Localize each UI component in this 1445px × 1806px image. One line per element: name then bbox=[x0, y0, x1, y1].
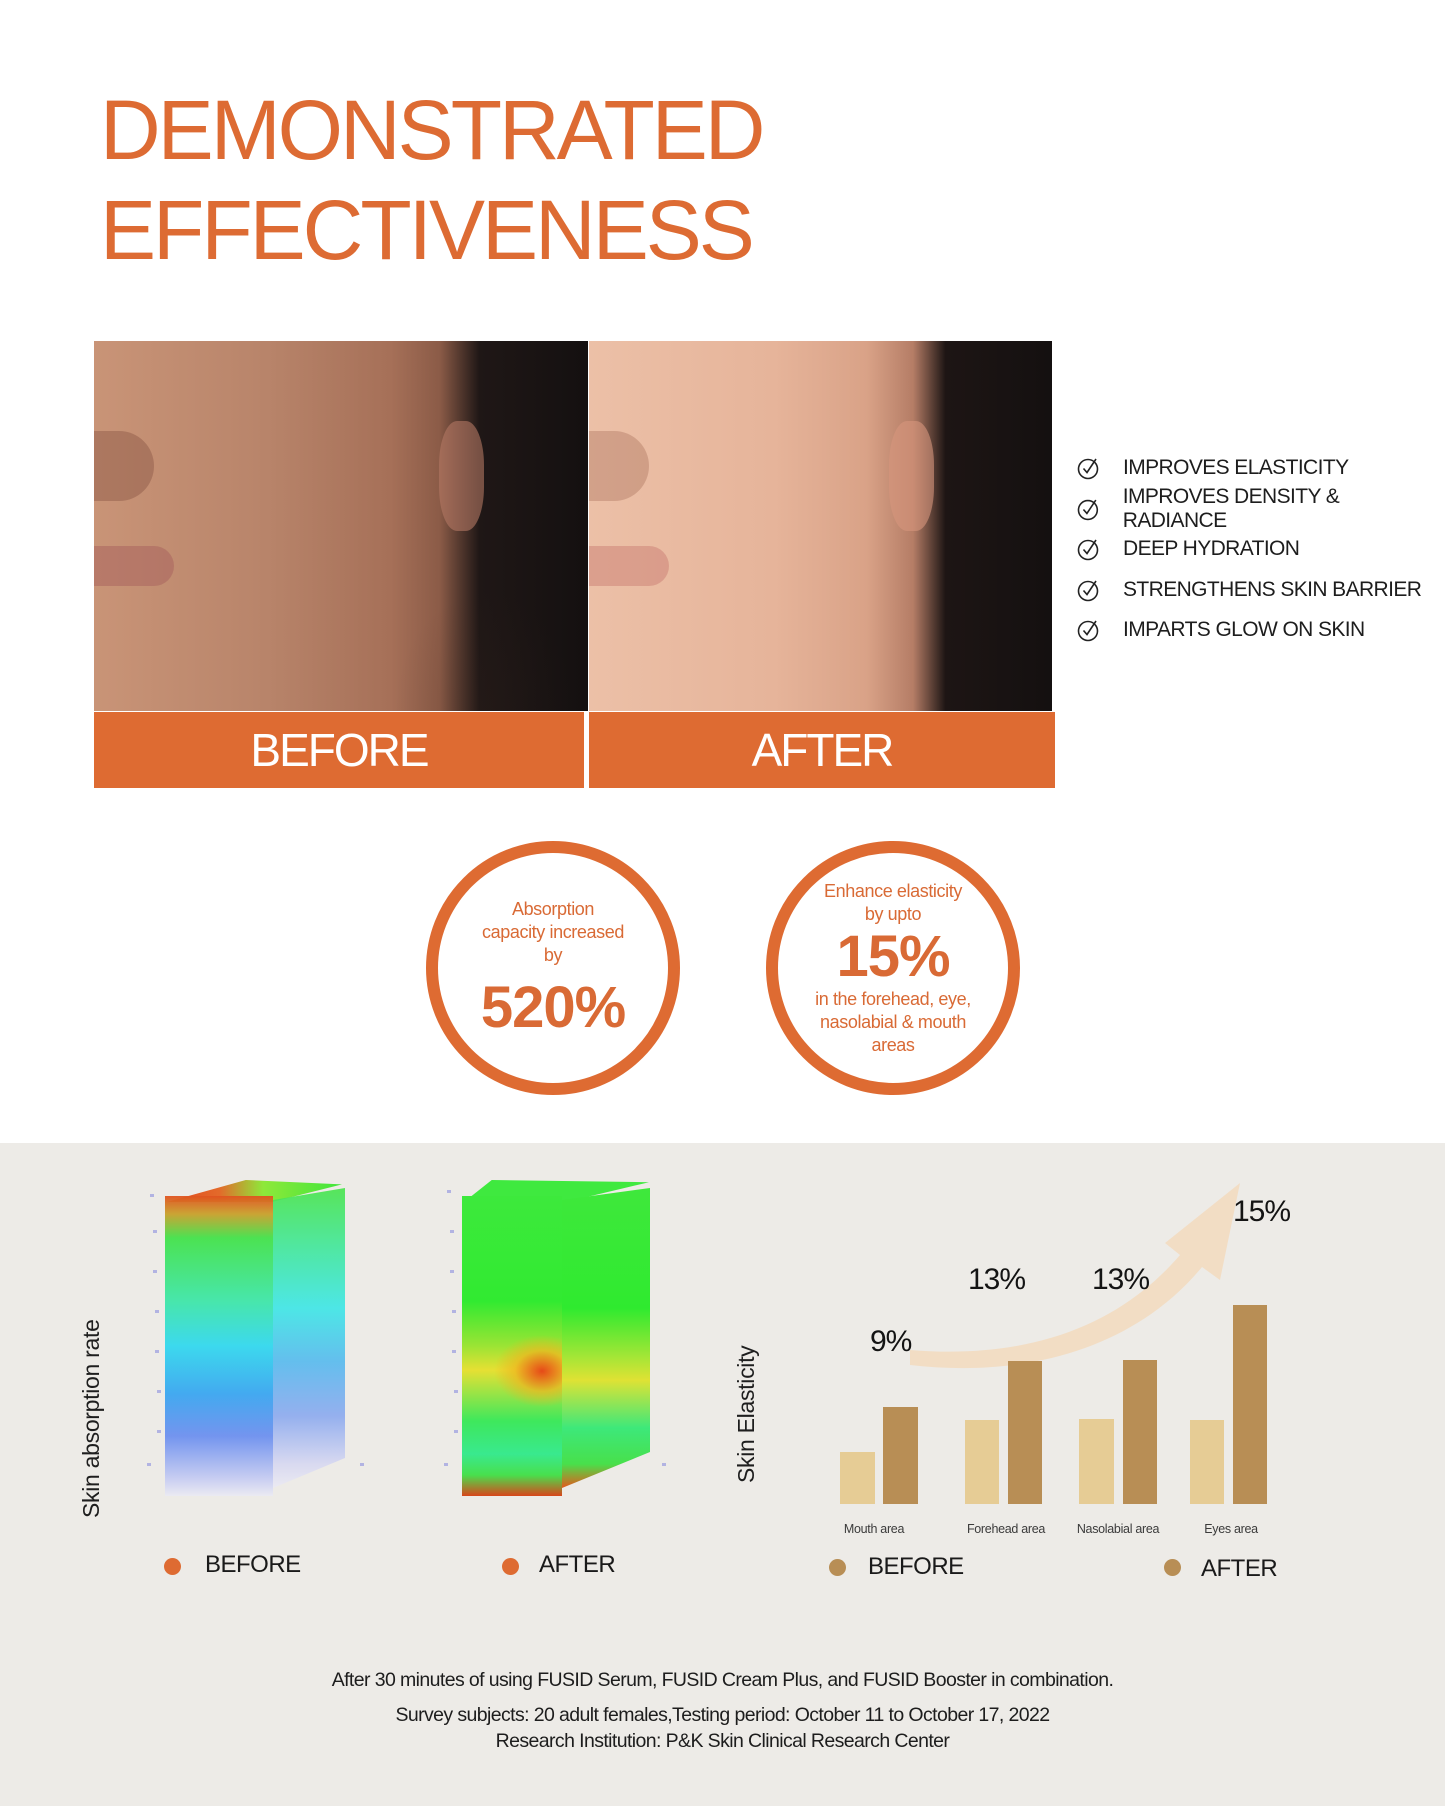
axis-tick bbox=[153, 1230, 157, 1233]
legend-label-after: AFTER bbox=[539, 1551, 616, 1578]
category-label: Eyes area bbox=[1204, 1522, 1258, 1536]
legend-dot-before bbox=[829, 1559, 846, 1576]
check-circle-icon bbox=[1077, 620, 1099, 642]
axis-tick bbox=[155, 1310, 159, 1313]
bar-after-eyes bbox=[1233, 1305, 1267, 1504]
cube-side-face bbox=[562, 1188, 650, 1488]
axis-tick bbox=[153, 1270, 157, 1273]
annotation-forehead: 13% bbox=[968, 1263, 1026, 1296]
after-photo bbox=[589, 341, 1052, 711]
elasticity-y-axis-label: Skin Elasticity bbox=[733, 1345, 759, 1483]
feature-label: DEEP HYDRATION bbox=[1123, 537, 1300, 561]
page-title: DEMONSTRATED EFFECTIVENESS bbox=[100, 80, 765, 280]
stat-text: Absorption bbox=[511, 898, 595, 919]
stat-text: by bbox=[543, 944, 563, 965]
annotation-mouth: 9% bbox=[870, 1325, 912, 1358]
axis-tick bbox=[452, 1310, 456, 1313]
bar-after-forehead bbox=[1008, 1361, 1042, 1504]
bar-after-mouth bbox=[883, 1407, 918, 1504]
axis-tick bbox=[662, 1463, 666, 1466]
feature-item: STRENGTHENS SKIN BARRIER bbox=[1077, 570, 1445, 611]
absorption-stat-circle: Absorption capacity increased by 520% bbox=[426, 841, 680, 1095]
footnote-survey: Survey subjects: 20 adult females,Testin… bbox=[395, 1704, 1050, 1726]
annotation-nasolabial: 13% bbox=[1092, 1263, 1150, 1296]
legend-label-after: AFTER bbox=[1201, 1555, 1278, 1582]
stat-value: 520% bbox=[480, 974, 626, 1040]
stat-text: by upto bbox=[864, 903, 922, 924]
cube-front-face bbox=[165, 1196, 273, 1496]
check-circle-icon bbox=[1077, 458, 1099, 480]
stat-text: capacity increased bbox=[482, 921, 624, 942]
check-circle-icon bbox=[1077, 580, 1099, 602]
stat-text: Enhance elasticity bbox=[824, 880, 962, 901]
cube-front-face bbox=[462, 1196, 562, 1496]
axis-tick bbox=[447, 1190, 451, 1193]
category-label: Mouth area bbox=[843, 1522, 905, 1536]
bar-after-nasolabial bbox=[1123, 1360, 1157, 1504]
footnote-usage: After 30 minutes of using FUSID Serum, F… bbox=[331, 1669, 1114, 1691]
nose-shape bbox=[589, 431, 649, 501]
after-label: AFTER bbox=[589, 712, 1055, 788]
title-line-1: DEMONSTRATED bbox=[100, 83, 765, 177]
feature-item: IMPROVES DENSITY & RADIANCE bbox=[1077, 485, 1445, 532]
legend-dot-before bbox=[164, 1558, 181, 1575]
feature-item: DEEP HYDRATION bbox=[1077, 529, 1445, 570]
axis-tick bbox=[147, 1463, 151, 1466]
ear-shape bbox=[439, 421, 484, 531]
after-absorption-cube bbox=[444, 1180, 666, 1498]
elasticity-stat-circle: Enhance elasticity by upto 15% in the fo… bbox=[766, 841, 1020, 1095]
before-photo bbox=[94, 341, 588, 711]
bar-before-mouth bbox=[840, 1452, 875, 1504]
feature-label: IMPROVES DENSITY & RADIANCE bbox=[1122, 484, 1340, 532]
trend-arrow-icon bbox=[910, 1183, 1240, 1369]
legend-label-before: BEFORE bbox=[868, 1553, 964, 1580]
axis-tick bbox=[452, 1350, 456, 1353]
check-circle-icon bbox=[1077, 499, 1099, 520]
axis-tick bbox=[450, 1230, 454, 1233]
feature-item: IMPARTS GLOW ON SKIN bbox=[1077, 610, 1445, 651]
nose-shape bbox=[94, 431, 154, 501]
legend-dot-after bbox=[1164, 1559, 1181, 1576]
title-line-2: EFFECTIVENESS bbox=[100, 183, 755, 277]
stat-text: areas bbox=[871, 1034, 915, 1055]
stat-text: in the forehead, eye, bbox=[815, 988, 971, 1009]
before-absorption-cube bbox=[147, 1180, 364, 1498]
stat-text: nasolabial & mouth bbox=[820, 1011, 966, 1032]
lip-shape bbox=[94, 546, 174, 586]
before-label: BEFORE bbox=[94, 712, 584, 788]
absorption-y-axis-label: Skin absorption rate bbox=[78, 1319, 104, 1518]
lip-shape bbox=[589, 546, 669, 586]
cube-side-face bbox=[273, 1188, 345, 1488]
axis-tick bbox=[150, 1194, 154, 1197]
annotation-eyes: 15% bbox=[1233, 1195, 1291, 1228]
axis-tick bbox=[444, 1463, 448, 1466]
axis-tick bbox=[157, 1430, 161, 1433]
stat-value: 15% bbox=[836, 923, 950, 989]
feature-list: IMPROVES ELASTICITY IMPROVES DENSITY & R… bbox=[1077, 448, 1445, 651]
category-label: Nasolabial area bbox=[1076, 1522, 1160, 1536]
bar-before-nasolabial bbox=[1079, 1419, 1114, 1504]
axis-tick bbox=[454, 1390, 458, 1393]
axis-tick bbox=[360, 1463, 364, 1466]
ear-shape bbox=[889, 421, 934, 531]
legend-label-before: BEFORE bbox=[205, 1551, 301, 1578]
axis-tick bbox=[450, 1270, 454, 1273]
bar-before-eyes bbox=[1190, 1420, 1224, 1504]
feature-item: IMPROVES ELASTICITY bbox=[1077, 448, 1445, 489]
axis-tick bbox=[454, 1430, 458, 1433]
footnote-institution: Research Institution: P&K Skin Clinical … bbox=[495, 1730, 950, 1752]
axis-tick bbox=[155, 1350, 159, 1353]
legend-dot-after bbox=[502, 1558, 519, 1575]
check-circle-icon bbox=[1077, 539, 1099, 561]
feature-label: IMPARTS GLOW ON SKIN bbox=[1123, 618, 1365, 642]
category-label: Forehead area bbox=[966, 1522, 1046, 1536]
feature-label: IMPROVES ELASTICITY bbox=[1123, 456, 1349, 480]
axis-tick bbox=[157, 1390, 161, 1393]
bar-before-forehead bbox=[965, 1420, 999, 1504]
feature-label: STRENGTHENS SKIN BARRIER bbox=[1123, 577, 1422, 601]
